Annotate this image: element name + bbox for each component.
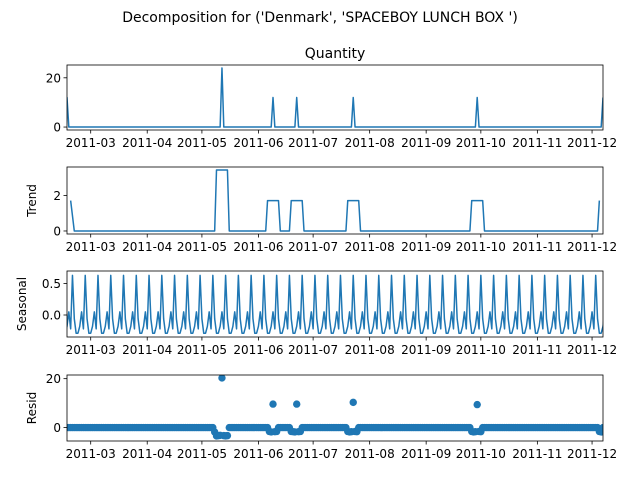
x-tick-label: 2011-03 <box>66 343 116 357</box>
panel-1: Quantity 0 20 2011-03 2011-04 2011-05 2011-06 2… <box>46 46 617 150</box>
x-tick-label: 2011-11 <box>512 240 562 254</box>
x-tick-label: 2011-12 <box>567 447 617 461</box>
x-tick-label: 2011-04 <box>122 447 172 461</box>
x-tick-label: 2011-11 <box>512 343 562 357</box>
series-line <box>67 274 603 334</box>
x-tick-label: 2011-09 <box>401 447 451 461</box>
y-tick-label: 20 <box>46 71 61 85</box>
x-tick-label: 2011-04 <box>122 136 172 150</box>
y-tick-label: 0 <box>53 421 61 435</box>
x-tick-label: 2011-03 <box>66 447 116 461</box>
x-tick-label: 2011-03 <box>66 240 116 254</box>
x-tick-label: 2011-05 <box>177 343 227 357</box>
x-tick-label: 2011-11 <box>512 136 562 150</box>
x-tick-label: 2011-07 <box>288 447 338 461</box>
panel-3: 0.0 0.5 Seasonal 2011-03 2011-04 2011-05 2011-… <box>15 270 617 357</box>
y-axis-label: Trend <box>25 184 39 218</box>
axes-frame <box>66 166 604 235</box>
y-tick-label: 0 <box>53 224 61 238</box>
x-tick-label: 2011-10 <box>456 447 506 461</box>
x-tick-label: 2011-07 <box>288 136 338 150</box>
x-tick-label: 2011-12 <box>567 343 617 357</box>
x-tick-label: 2011-06 <box>233 447 283 461</box>
panel-4: 0 20 Resid 2011-03 2011-04 2011-05 2011-06 2011… <box>25 372 617 461</box>
x-tick-label: 2011-06 <box>233 136 283 150</box>
x-tick-label: 2011-11 <box>512 447 562 461</box>
x-tick-label: 2011-09 <box>401 136 451 150</box>
series-line <box>67 67 603 128</box>
resid-point <box>293 400 301 408</box>
plot-area <box>67 274 603 334</box>
panel-title: Quantity <box>305 46 366 62</box>
y-tick-label: 20 <box>46 372 61 386</box>
plot-area <box>69 169 601 232</box>
x-tick-label: 2011-10 <box>456 240 506 254</box>
x-tick-label: 2011-06 <box>233 240 283 254</box>
axes-frame <box>66 64 604 131</box>
x-tick-label: 2011-05 <box>177 447 227 461</box>
x-tick-label: 2011-07 <box>288 343 338 357</box>
x-tick-label: 2011-08 <box>345 343 395 357</box>
x-tick-label: 2011-06 <box>233 343 283 357</box>
x-tick-label: 2011-05 <box>177 136 227 150</box>
figure-suptitle: Decomposition for ('Denmark', 'SPACEBOY … <box>122 10 518 26</box>
x-tick-label: 2011-07 <box>288 240 338 254</box>
resid-point <box>269 400 277 408</box>
x-tick-label: 2011-09 <box>401 343 451 357</box>
panel-2: 0 2 Trend 2011-03 2011-04 2011-05 2011-06 2011-… <box>25 166 617 254</box>
axes-frame <box>66 374 604 442</box>
x-tick-label: 2011-10 <box>456 343 506 357</box>
y-axis-label: Resid <box>25 392 39 424</box>
y-tick-label: 0 <box>53 121 61 135</box>
resid-point <box>349 398 357 407</box>
y-axis-label: Seasonal <box>15 277 29 331</box>
resid-point <box>473 400 481 409</box>
x-tick-label: 2011-09 <box>401 240 451 254</box>
x-tick-label: 2011-10 <box>456 136 506 150</box>
resid-point <box>599 423 603 432</box>
x-tick-label: 2011-12 <box>567 240 617 254</box>
y-tick-label: 0.0 <box>42 309 61 323</box>
plot-area <box>67 67 603 128</box>
x-tick-label: 2011-04 <box>122 343 172 357</box>
x-tick-label: 2011-08 <box>345 447 395 461</box>
axes-frame <box>66 270 604 338</box>
resid-point <box>218 375 226 382</box>
y-tick-label: 0.5 <box>42 277 61 291</box>
x-tick-label: 2011-12 <box>567 136 617 150</box>
x-tick-label: 2011-08 <box>345 240 395 254</box>
x-tick-label: 2011-05 <box>177 240 227 254</box>
y-tick-label: 2 <box>53 189 61 203</box>
x-tick-label: 2011-04 <box>122 240 172 254</box>
x-tick-label: 2011-08 <box>345 136 395 150</box>
series-line <box>69 169 601 232</box>
x-tick-label: 2011-03 <box>66 136 116 150</box>
resid-point <box>223 431 232 440</box>
plot-area <box>67 375 603 440</box>
